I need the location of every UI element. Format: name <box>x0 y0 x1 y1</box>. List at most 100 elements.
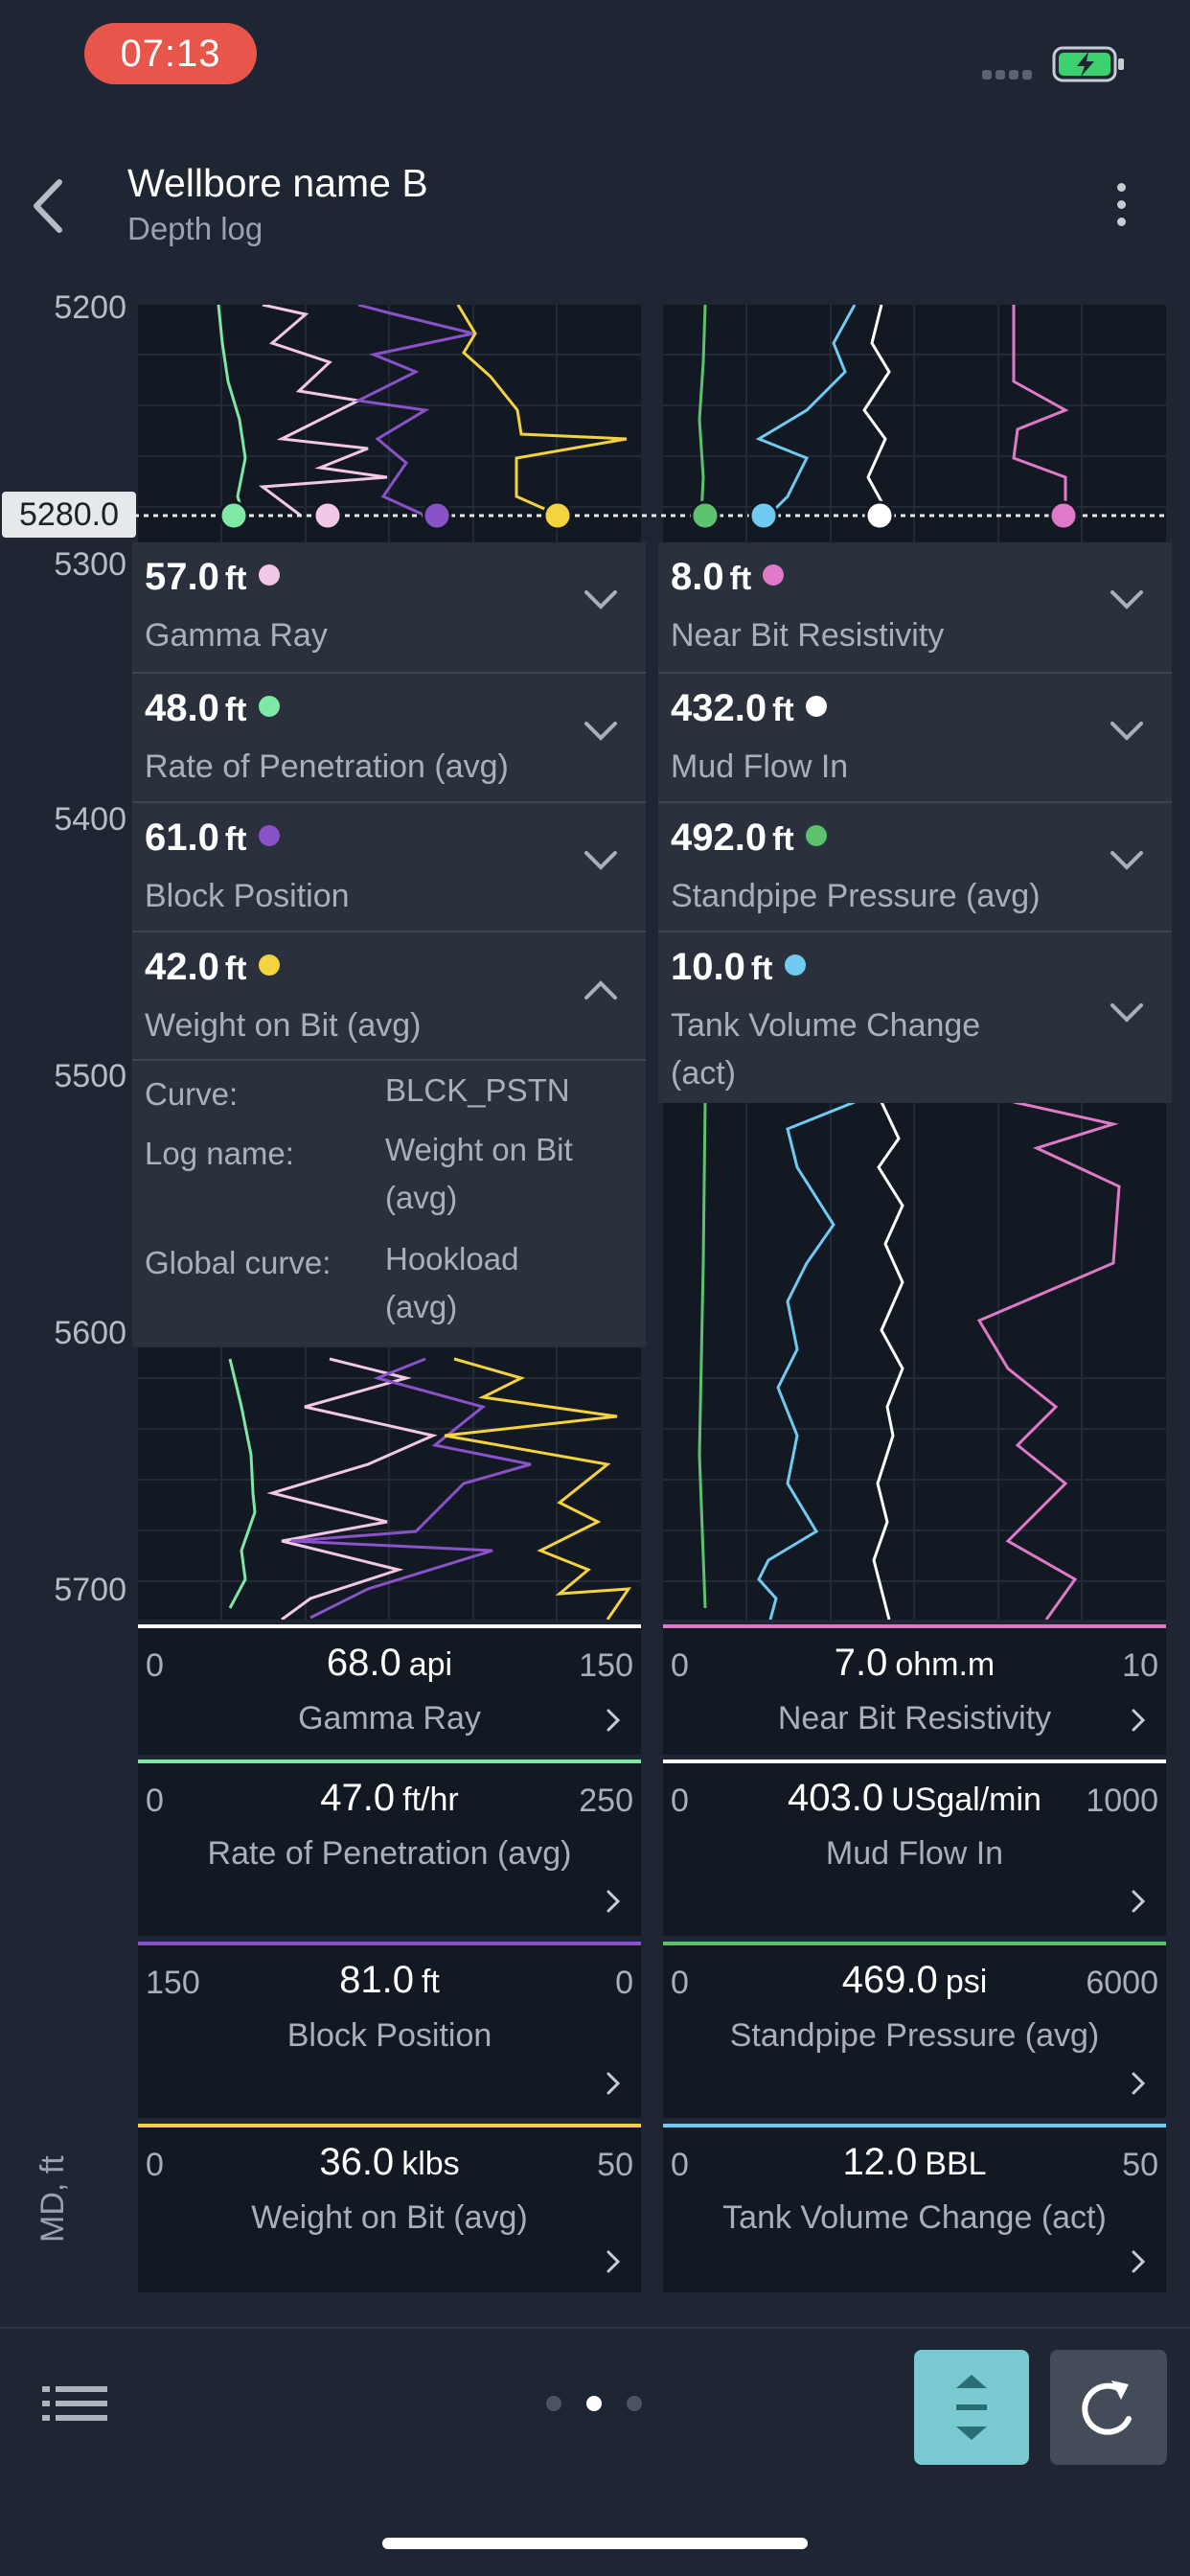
curve-name: Standpipe Pressure (avg) <box>671 878 1041 914</box>
chevron-down-icon[interactable] <box>1109 720 1145 743</box>
chevron-right-icon <box>1132 2250 1146 2273</box>
reading-value: 7.0 <box>834 1642 888 1684</box>
curve-name: Block Position <box>286 2017 492 2054</box>
curve-color-bar <box>138 2124 641 2128</box>
curve-row-mud-flow-in[interactable]: 432.0 ft Mud Flow In <box>658 672 1172 801</box>
depth-cursor-line[interactable] <box>0 498 1190 533</box>
curve-card-mud-flow-in[interactable]: 0 1000 403.0 USgal/min Mud Flow In <box>663 1760 1166 1936</box>
curve-row-block-position[interactable]: 61.0 ft Block Position <box>132 801 646 931</box>
color-dot <box>258 696 280 717</box>
curve-name: Standpipe Pressure (avg) <box>729 2017 1100 2054</box>
scale-max: 250 <box>579 1782 633 1819</box>
scale-min: 0 <box>671 1647 689 1684</box>
reading-unit: ft/hr <box>402 1782 459 1818</box>
reading-unit: psi <box>945 1964 988 2000</box>
reset-button[interactable] <box>1050 2350 1167 2465</box>
page-dot[interactable] <box>627 2396 642 2411</box>
detail-label: Global curve: <box>145 1245 332 1280</box>
reading-value: 68.0 <box>326 1642 401 1684</box>
curve-name: Block Position <box>145 878 350 914</box>
depth-axis-title: MD, ft <box>34 2155 71 2242</box>
curve-card-near-bit-resistivity[interactable]: 0 10 7.0 ohm.m Near Bit Resistivity <box>663 1624 1166 1755</box>
curve-name: Near Bit Resistivity <box>777 1700 1052 1736</box>
chevron-right-icon <box>606 2250 621 2273</box>
curve-row-gamma-ray[interactable]: 57.0 ft Gamma Ray <box>132 542 646 672</box>
curve-row-tank-volume-change[interactable]: 10.0 ft Tank Volume Change (act) <box>658 931 1172 1103</box>
reading-value: 403.0 <box>788 1777 884 1819</box>
reading-unit: klbs <box>401 2146 460 2182</box>
scale-min: 0 <box>671 1782 689 1819</box>
curve-card-gamma-ray[interactable]: 0 150 68.0 api Gamma Ray <box>138 1624 641 1755</box>
curve-value: 492.0 <box>671 816 767 859</box>
list-menu-icon[interactable] <box>42 2384 107 2423</box>
battery-charging-icon <box>1052 44 1127 84</box>
curve-value: 42.0 <box>145 946 219 988</box>
curve-unit: ft <box>750 951 773 987</box>
chevron-down-icon[interactable] <box>1109 1001 1145 1024</box>
curve-rop <box>217 305 247 517</box>
expand-collapse-vertical-icon <box>956 2375 987 2440</box>
curve-gamma <box>258 305 388 518</box>
curve-name: Gamma Ray <box>145 617 328 654</box>
curve-row-rop[interactable]: 48.0 ft Rate of Penetration (avg) <box>132 672 646 801</box>
chevron-down-icon[interactable] <box>583 588 619 611</box>
scale-min: 0 <box>146 1647 164 1684</box>
curve-value: 10.0 <box>671 946 745 988</box>
curve-name: Weight on Bit (avg) <box>145 1007 422 1044</box>
cursor-depth-label: 5280.0 <box>2 492 136 538</box>
chevron-up-icon[interactable] <box>583 978 619 1001</box>
curve-row-near-bit-resistivity[interactable]: 8.0 ft Near Bit Resistivity <box>658 542 1172 672</box>
curve-name: Near Bit Resistivity <box>671 617 945 654</box>
curve-name: Rate of Penetration (avg) <box>207 1835 572 1872</box>
curve-card-tank-volume-change[interactable]: 0 50 12.0 BBL Tank Volume Change (act) <box>663 2124 1166 2292</box>
curve-color-bar <box>663 1760 1166 1763</box>
depth-label: 5300 <box>54 546 126 583</box>
curve-color-bar <box>663 1942 1166 1945</box>
page-subtitle: Depth log <box>127 211 263 246</box>
scale-min: 150 <box>146 1965 200 2001</box>
page-dot[interactable] <box>546 2396 561 2411</box>
chevron-right-icon <box>1132 1890 1146 1913</box>
reading-unit: ft <box>421 1964 440 2000</box>
status-time: 07:13 <box>84 23 257 84</box>
curve-value: 57.0 <box>145 556 219 598</box>
scale-min: 0 <box>671 1965 689 2001</box>
detail-value: Weight on Bit (avg) <box>385 1132 573 1215</box>
reading-unit: USgal/min <box>891 1782 1041 1818</box>
color-dot <box>258 825 280 846</box>
curve-name: Weight on Bit (avg) <box>251 2199 528 2236</box>
curve-row-weight-on-bit[interactable]: 42.0 ft Weight on Bit (avg) Curve: BLCK_P… <box>132 931 646 1347</box>
vertical-scale-button[interactable] <box>914 2350 1029 2465</box>
curve-card-weight-on-bit[interactable]: 0 50 36.0 klbs Weight on Bit (avg) <box>138 2124 641 2292</box>
curve-values-panel-right: 8.0 ft Near Bit Resistivity 432.0 ft Mud F… <box>658 542 1172 1103</box>
chevron-down-icon[interactable] <box>1109 588 1145 611</box>
curve-block <box>354 305 474 518</box>
scale-max: 10 <box>1122 1647 1158 1684</box>
curve-card-rop[interactable]: 0 250 47.0 ft/hr Rate of Penetration (avg… <box>138 1760 641 1936</box>
scale-min: 0 <box>671 2147 689 2183</box>
refresh-icon <box>1082 2380 1132 2435</box>
curve-values-panel-left: 57.0 ft Gamma Ray 48.0 ft Rate of Penetrat… <box>132 542 646 1347</box>
page-dot-active[interactable] <box>586 2396 602 2411</box>
depth-label: 5600 <box>54 1315 126 1351</box>
chevron-right-icon <box>1132 1709 1146 1732</box>
curve-color-bar <box>663 1624 1166 1628</box>
chevron-right-icon <box>606 1709 621 1732</box>
more-options-button[interactable] <box>1102 177 1140 235</box>
curve-value: 432.0 <box>671 687 767 729</box>
chevron-down-icon[interactable] <box>583 849 619 872</box>
chevron-right-icon <box>1132 2072 1146 2095</box>
toolbar-divider <box>0 2327 1190 2329</box>
chevron-down-icon[interactable] <box>583 720 619 743</box>
reading-value: 469.0 <box>841 1959 938 2001</box>
curve-name: Gamma Ray <box>298 1700 481 1736</box>
curve-card-block-position[interactable]: 150 0 81.0 ft Block Position <box>138 1942 641 2118</box>
curve-color-bar <box>663 2124 1166 2128</box>
detail-label: Log name: <box>145 1136 294 1171</box>
chevron-down-icon[interactable] <box>1109 849 1145 872</box>
back-button[interactable] <box>21 172 79 240</box>
signal-icon <box>982 67 1040 80</box>
curve-card-standpipe-pressure[interactable]: 0 6000 469.0 psi Standpipe Pressure (avg) <box>663 1942 1166 2118</box>
curve-row-standpipe-pressure[interactable]: 492.0 ft Standpipe Pressure (avg) <box>658 801 1172 931</box>
depth-label: 5700 <box>54 1572 126 1608</box>
